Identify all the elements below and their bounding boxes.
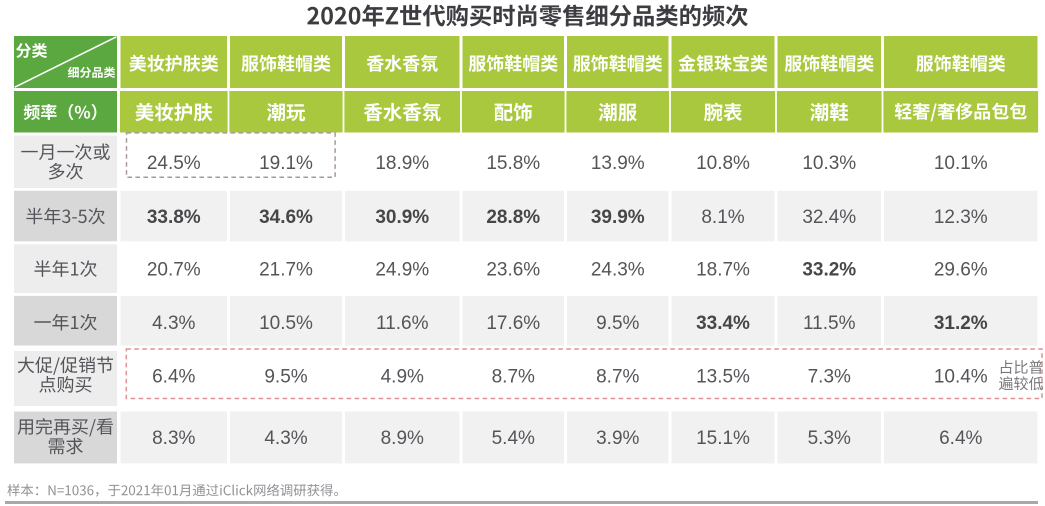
svg-text:9.5%: 9.5% [596,313,639,334]
svg-text:33.4%: 33.4% [696,313,750,334]
svg-text:10.3%: 10.3% [802,153,856,174]
svg-text:11.5%: 11.5% [803,313,856,334]
svg-text:13.9%: 13.9% [591,153,645,174]
svg-text:8.9%: 8.9% [381,428,424,449]
svg-text:30.9%: 30.9% [375,207,429,228]
svg-text:24.9%: 24.9% [375,260,429,281]
svg-text:7.3%: 7.3% [808,366,851,387]
svg-text:10.8%: 10.8% [696,153,750,174]
svg-text:24.5%: 24.5% [147,153,201,174]
svg-text:9.5%: 9.5% [264,366,307,387]
svg-text:19.1%: 19.1% [259,153,313,174]
svg-text:13.5%: 13.5% [696,366,750,387]
svg-text:20.7%: 20.7% [147,260,201,281]
svg-text:6.4%: 6.4% [939,428,982,449]
svg-text:3.9%: 3.9% [596,428,639,449]
svg-text:33.8%: 33.8% [147,207,201,228]
svg-text:34.6%: 34.6% [259,207,313,228]
svg-text:4.3%: 4.3% [152,313,195,334]
svg-text:32.4%: 32.4% [802,207,856,228]
svg-text:5.4%: 5.4% [492,428,535,449]
svg-text:6.4%: 6.4% [152,366,195,387]
svg-text:24.3%: 24.3% [591,260,645,281]
svg-text:5.3%: 5.3% [808,428,851,449]
svg-text:8.3%: 8.3% [152,428,195,449]
svg-text:28.8%: 28.8% [486,207,540,228]
svg-text:33.2%: 33.2% [802,260,856,281]
svg-text:4.9%: 4.9% [381,366,424,387]
svg-text:18.7%: 18.7% [696,260,750,281]
svg-text:15.1%: 15.1% [696,428,750,449]
svg-text:21.7%: 21.7% [259,260,313,281]
svg-text:4.3%: 4.3% [264,428,307,449]
svg-text:17.6%: 17.6% [486,313,540,334]
svg-text:15.8%: 15.8% [486,153,540,174]
svg-text:8.7%: 8.7% [492,366,535,387]
svg-text:10.1%: 10.1% [934,153,988,174]
svg-text:29.6%: 29.6% [934,260,988,281]
svg-text:8.7%: 8.7% [596,366,639,387]
svg-text:39.9%: 39.9% [591,207,645,228]
svg-text:10.4%: 10.4% [934,366,988,387]
svg-text:23.6%: 23.6% [486,260,540,281]
svg-text:12.3%: 12.3% [934,207,988,228]
svg-text:8.1%: 8.1% [701,207,744,228]
svg-text:11.6%: 11.6% [376,313,429,334]
svg-text:10.5%: 10.5% [259,313,313,334]
svg-text:31.2%: 31.2% [934,313,988,334]
svg-text:18.9%: 18.9% [375,153,429,174]
